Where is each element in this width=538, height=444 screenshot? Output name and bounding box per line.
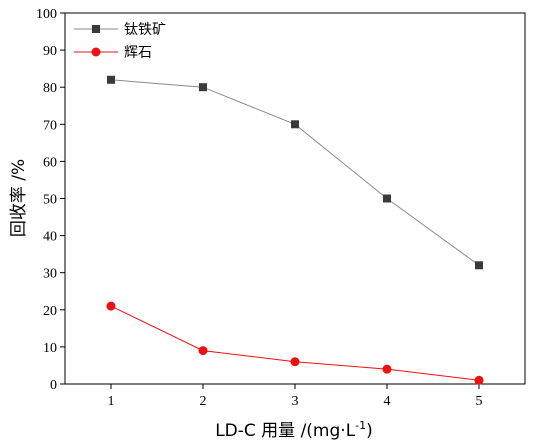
y-tick-label: 60 bbox=[43, 155, 57, 170]
x-tick-label: 2 bbox=[200, 394, 207, 409]
series-1 bbox=[107, 75, 483, 270]
y-tick-label: 90 bbox=[43, 44, 57, 59]
legend-label: 钛铁矿 bbox=[124, 22, 166, 38]
data-point bbox=[106, 301, 116, 311]
legend-label: 辉石 bbox=[124, 45, 152, 61]
x-axis-ticks: 1 2 3 4 5 bbox=[108, 384, 483, 409]
series-layer bbox=[106, 75, 484, 385]
y-tick-label: 20 bbox=[43, 304, 57, 319]
data-point bbox=[107, 75, 115, 84]
x-tick-label: 1 bbox=[108, 394, 115, 409]
plot-frame bbox=[64, 12, 526, 385]
series-line bbox=[110, 79, 480, 266]
data-point bbox=[475, 261, 483, 270]
y-tick-label: 10 bbox=[43, 341, 57, 356]
legend-marker bbox=[92, 25, 100, 33]
y-axis-ticks: 0 10 20 30 40 50 60 70 80 90 100 bbox=[36, 7, 65, 393]
data-point bbox=[290, 357, 300, 367]
y-tick-label: 30 bbox=[43, 267, 57, 282]
x-tick-label: 4 bbox=[384, 394, 391, 409]
data-point bbox=[382, 364, 392, 374]
data-point bbox=[291, 120, 299, 129]
x-axis-label: LD-C 用量 /(mg·L-1) bbox=[215, 419, 373, 441]
x-tick-label: 5 bbox=[476, 394, 483, 409]
y-tick-label: 50 bbox=[43, 193, 57, 208]
y-tick-label: 80 bbox=[43, 81, 57, 96]
series-2 bbox=[106, 301, 484, 385]
series-line bbox=[110, 305, 480, 381]
legend-item: 辉石 bbox=[74, 45, 152, 61]
y-tick-label: 0 bbox=[50, 378, 57, 393]
data-point bbox=[198, 346, 208, 356]
y-tick-label: 100 bbox=[36, 7, 57, 22]
legend-item: 钛铁矿 bbox=[74, 22, 166, 38]
data-point bbox=[199, 83, 207, 92]
legend-marker bbox=[91, 47, 101, 57]
y-tick-label: 40 bbox=[43, 230, 57, 245]
data-point bbox=[474, 375, 484, 385]
y-axis-label: 回收率 /% bbox=[9, 159, 29, 237]
y-tick-label: 70 bbox=[43, 118, 57, 133]
x-tick-label: 3 bbox=[292, 394, 299, 409]
data-point bbox=[383, 194, 391, 203]
